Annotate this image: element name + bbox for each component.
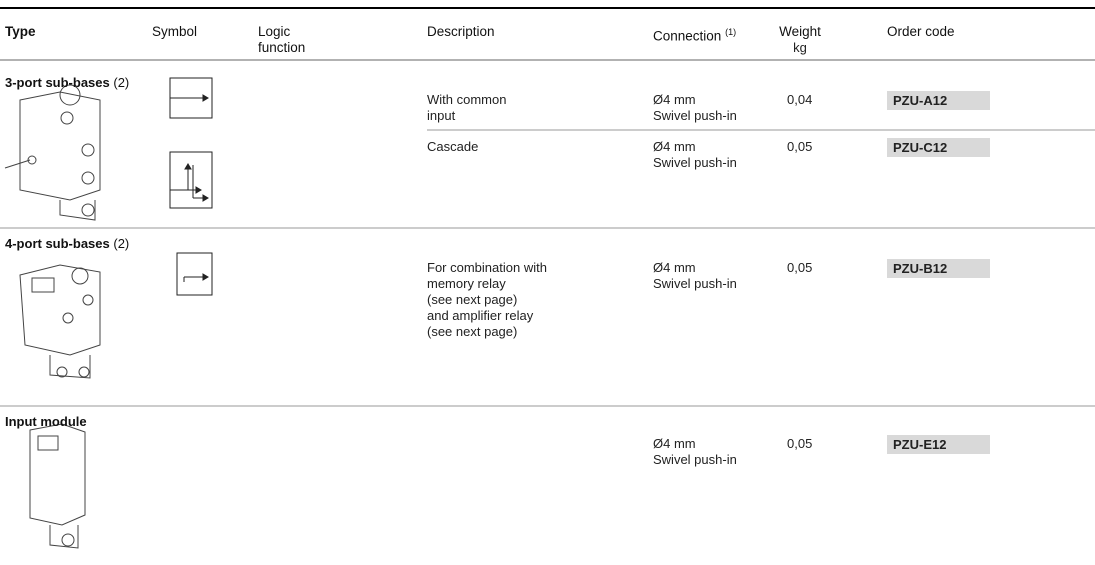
device-illustration (19, 264, 101, 379)
group-title: 3-port sub-bases (2) (5, 75, 130, 90)
description: With common (427, 92, 507, 107)
header-connection: Connection (1) (653, 24, 736, 45)
weight: 0,05 (787, 139, 813, 154)
weight: 0,05 (787, 436, 813, 451)
header-type: Type (5, 24, 36, 39)
logic-symbol (169, 151, 213, 209)
description: and amplifier relay (427, 308, 534, 323)
connection: Ø4 mm (653, 139, 696, 154)
order-code: PZU-E12 (887, 435, 990, 454)
description: (see next page) (427, 324, 518, 339)
order-code: PZU-B12 (887, 259, 990, 278)
connection: Ø4 mm (653, 92, 696, 107)
header-description: Description (427, 24, 495, 39)
connection: Ø4 mm (653, 260, 696, 275)
group-title: Input module (5, 414, 87, 429)
connection: Swivel push-in (653, 452, 737, 467)
group-title: 4-port sub-bases (2) (5, 236, 130, 251)
device-illustration (4, 84, 101, 221)
weight: 0,05 (787, 260, 813, 275)
header-weight-unit: kg (793, 40, 807, 55)
header-logic: function (258, 40, 306, 55)
header-order-code: Order code (887, 24, 955, 39)
group-note: (2) (113, 75, 130, 90)
connection: Swivel push-in (653, 155, 737, 170)
group-note: (2) (113, 236, 130, 251)
connection: Swivel push-in (653, 108, 737, 123)
header-symbol: Symbol (152, 24, 198, 39)
description: Cascade (427, 139, 479, 154)
footnote-ref: (1) (725, 27, 737, 37)
order-code: PZU-A12 (887, 91, 990, 110)
description: memory relay (427, 276, 506, 291)
description: (see next page) (427, 292, 518, 307)
order-code: PZU-C12 (887, 138, 990, 157)
logic-symbol (176, 252, 213, 296)
device-illustration (29, 423, 86, 549)
header-connection-text: Connection (653, 28, 722, 44)
connection: Ø4 mm (653, 436, 696, 451)
description: For combination with (427, 260, 547, 275)
header-weight: Weight (779, 24, 821, 39)
connection: Swivel push-in (653, 276, 737, 291)
description: input (427, 108, 456, 123)
logic-symbol (169, 77, 213, 119)
header-logic: Logic (258, 24, 291, 39)
weight: 0,04 (787, 92, 813, 107)
